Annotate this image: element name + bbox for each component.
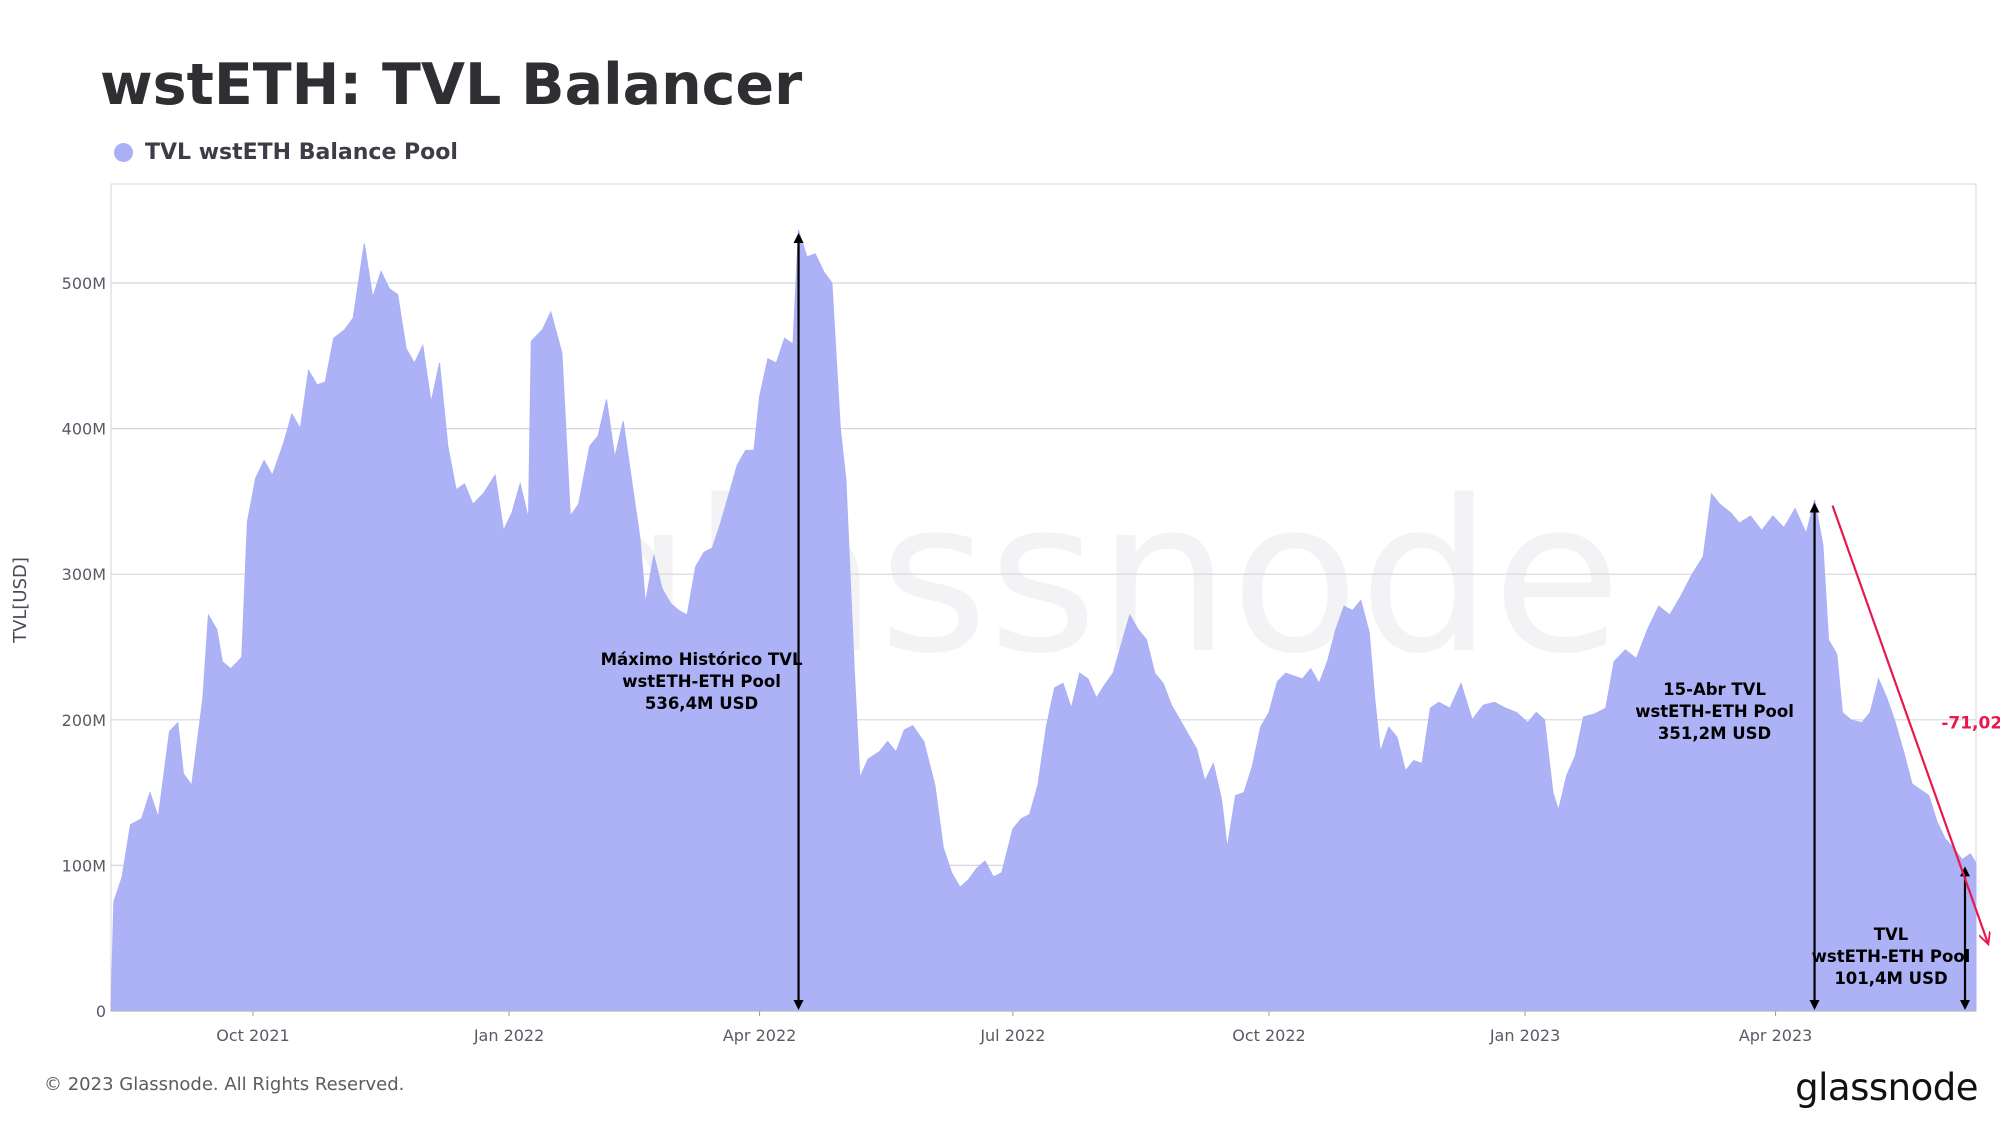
current-label: TVL wstETH-ETH Pool 101,4M USD [1812,925,1971,988]
annotation-line: TVL [1874,925,1909,944]
annotation-line: 15-Abr TVL [1663,680,1766,699]
legend-dot-icon [114,143,133,162]
decline-percent-label: -71,02% [1941,714,2000,734]
copyright-text: © 2023 Glassnode. All Rights Reserved. [44,1074,405,1095]
annotation-line: wstETH-ETH Pool [622,672,781,691]
area-series [110,229,1977,1012]
annotation-line: 536,4M USD [645,694,758,713]
annotation-line: 101,4M USD [1834,969,1947,988]
y-tick-label: 400M [62,420,106,439]
x-tick-label: Jul 2022 [979,1026,1045,1045]
y-tick-label: 200M [62,711,106,730]
x-tick-label: Oct 2022 [1232,1026,1305,1045]
brand-logo: glassnode [1795,1066,1978,1109]
x-tick-label: Jan 2022 [473,1026,544,1045]
x-tick-label: Oct 2021 [216,1026,289,1045]
x-tick-label: Apr 2022 [723,1026,796,1045]
y-tick-label: 500M [62,274,106,293]
annotation-line: wstETH-ETH Pool [1812,947,1971,966]
axes: 0 100M 200M 300M 400M 500M Oct 2021 Jan 2022 Apr… [62,274,1976,1045]
y-tick-label: 300M [62,565,106,584]
y-axis-label: TVL[USD] [10,557,31,644]
decline-arrow [1831,505,1988,944]
chart-legend[interactable]: TVL wstETH Balance Pool [114,140,458,165]
y-tick-label: 100M [62,856,106,875]
series-area [110,229,1977,1012]
page-title: wstETH: TVL Balancer [100,52,803,118]
annotation-line: Máximo Histórico TVL [601,650,803,669]
annotation-line: 351,2M USD [1658,724,1771,743]
legend-label: TVL wstETH Balance Pool [145,140,458,165]
annotation-line: wstETH-ETH Pool [1635,702,1794,721]
annotations: Máximo Histórico TVL wstETH-ETH Pool 536,4… [601,233,2000,1010]
ath-label: Máximo Histórico TVL wstETH-ETH Pool 536,4… [601,650,803,713]
y-tick-label: 0 [96,1002,106,1021]
apr15-label: 15-Abr TVL wstETH-ETH Pool 351,2M USD [1635,680,1794,743]
x-tick-label: Jan 2023 [1489,1026,1560,1045]
x-tick-label: Apr 2023 [1739,1026,1812,1045]
